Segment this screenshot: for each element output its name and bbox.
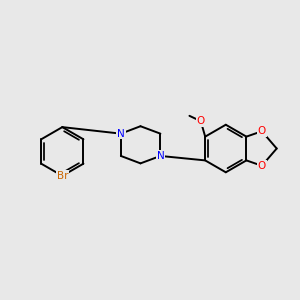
Text: O: O [258,126,266,136]
Text: N: N [157,151,164,161]
Text: O: O [258,161,266,171]
Text: N: N [117,129,125,139]
Text: O: O [196,116,205,126]
Text: Br: Br [57,171,68,181]
